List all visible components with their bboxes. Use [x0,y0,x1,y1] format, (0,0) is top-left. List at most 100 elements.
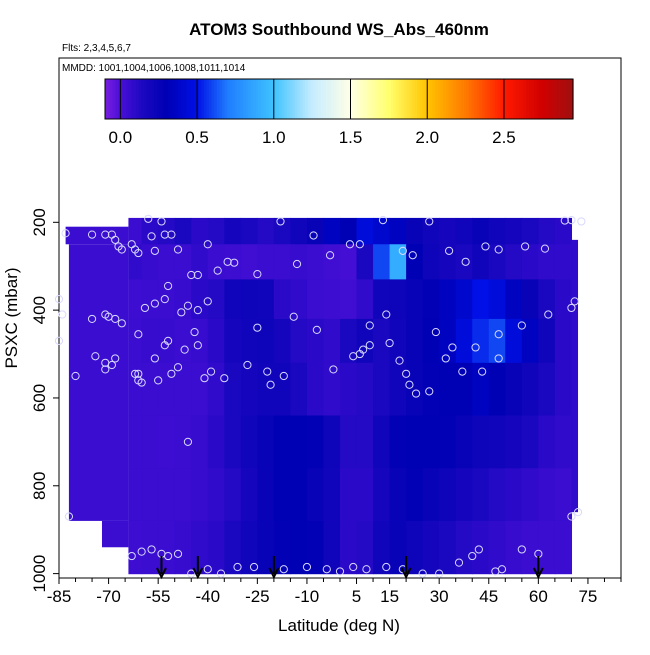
observation-point [474,545,483,554]
observation-point [402,369,411,378]
colorbar-swatch [164,79,168,119]
heatmap-cell [207,244,225,280]
heatmap-cell [323,244,341,280]
observation-point [233,562,242,572]
colorbar-swatch [414,79,418,119]
colorbar-swatch [185,79,189,119]
colorbar-swatch [268,79,272,119]
colorbar-swatch [562,79,566,119]
heatmap-cell [373,318,391,364]
flight-arrow-head [156,567,167,580]
heatmap-cell [158,279,176,320]
colorbar-swatch [398,79,402,119]
heatmap-cell [240,244,258,280]
colorbar-swatch [505,79,509,119]
colorbar-swatch [131,79,135,119]
heatmap-cell [554,362,573,417]
heatmap-cell [340,318,358,364]
colorbar-swatch [378,79,382,119]
colorbar-swatch [258,79,262,119]
observation-point [206,367,216,376]
colorbar-swatch [554,79,558,119]
heatmap-cell [340,520,358,575]
observation-point [382,310,391,319]
heatmap-cell [240,415,258,469]
heatmap-cell [158,362,176,417]
colorbar-swatch [487,79,491,119]
colorbar-swatch [443,79,447,119]
observation-point [213,266,222,275]
heatmap-cell [373,244,391,280]
colorbar-swatch [331,79,335,119]
heatmap-cell [406,415,424,469]
observation-point [163,551,173,561]
x-axis: -85 -70 -55 -40 -25 -10 5 15 30 45 60 75 [47,578,622,606]
y-axis: 200 400 600 800 1000 [30,208,59,593]
colorbar-swatch [385,79,389,119]
observation-point [243,360,252,370]
observation-points [54,214,586,578]
colorbar-swatch [235,79,239,119]
colorbar-swatch [292,79,296,119]
heatmap-cell [538,217,556,245]
observation-point [425,217,434,226]
x-tick-label: 75 [578,587,597,606]
x-tick-label: -70 [96,587,121,606]
colorbar-swatch [521,79,525,119]
observation-point [134,369,143,378]
heatmap-cell [128,244,143,280]
colorbar-swatch [393,79,397,119]
heatmap-cell [290,520,308,575]
heatmap-cell [306,279,325,320]
heatmap-cell [174,318,192,364]
heatmap-field [65,217,579,575]
heatmap-cell [356,415,374,469]
heatmap-cell [224,244,242,280]
colorbar-swatch [528,79,532,119]
heatmap-cell [240,279,258,320]
observation-point [117,319,126,328]
heatmap-cell [455,318,473,364]
heatmap-cell [422,520,440,575]
colorbar-swatch [263,79,267,119]
heatmap-cell [521,279,539,320]
heatmap-cell [174,520,192,575]
heatmap-cell [406,279,424,320]
heatmap-cell [174,244,192,280]
heatmap-cell [373,362,391,417]
colorbar-swatch [492,79,496,119]
heatmap-cell [455,362,473,417]
observation-point [279,565,288,574]
colorbar-swatch [146,79,150,119]
observation-point [292,259,302,269]
colorbar-swatch [437,79,441,119]
heatmap-cell [505,318,523,364]
observation-point [61,229,70,238]
colorbar-swatch [245,79,249,119]
heatmap-cell [455,415,473,469]
colorbar-swatch [388,79,392,119]
colorbar-swatch [300,79,304,119]
observation-point [266,380,275,389]
heatmap-cell [174,415,192,469]
heatmap-cell [439,415,457,469]
heatmap-cell [373,279,391,320]
heatmap-cell [273,468,292,522]
heatmap-cell [488,415,506,469]
colorbar-swatch [557,79,561,119]
colorbar-tick-label: 1.0 [262,128,286,147]
colorbar-swatch [242,79,246,119]
observation-point [365,341,374,350]
heatmap-cell [257,415,275,469]
colorbar-swatch [466,79,470,119]
heatmap-cell [68,244,129,521]
observation-point [398,246,407,255]
colorbar-swatch [391,79,395,119]
observation-point [411,389,421,398]
observation-point [431,327,440,337]
heatmap-cell [389,244,407,280]
colorbar-swatch [313,79,317,119]
y-tick-label: 1000 [30,555,49,593]
observation-point [517,545,526,554]
